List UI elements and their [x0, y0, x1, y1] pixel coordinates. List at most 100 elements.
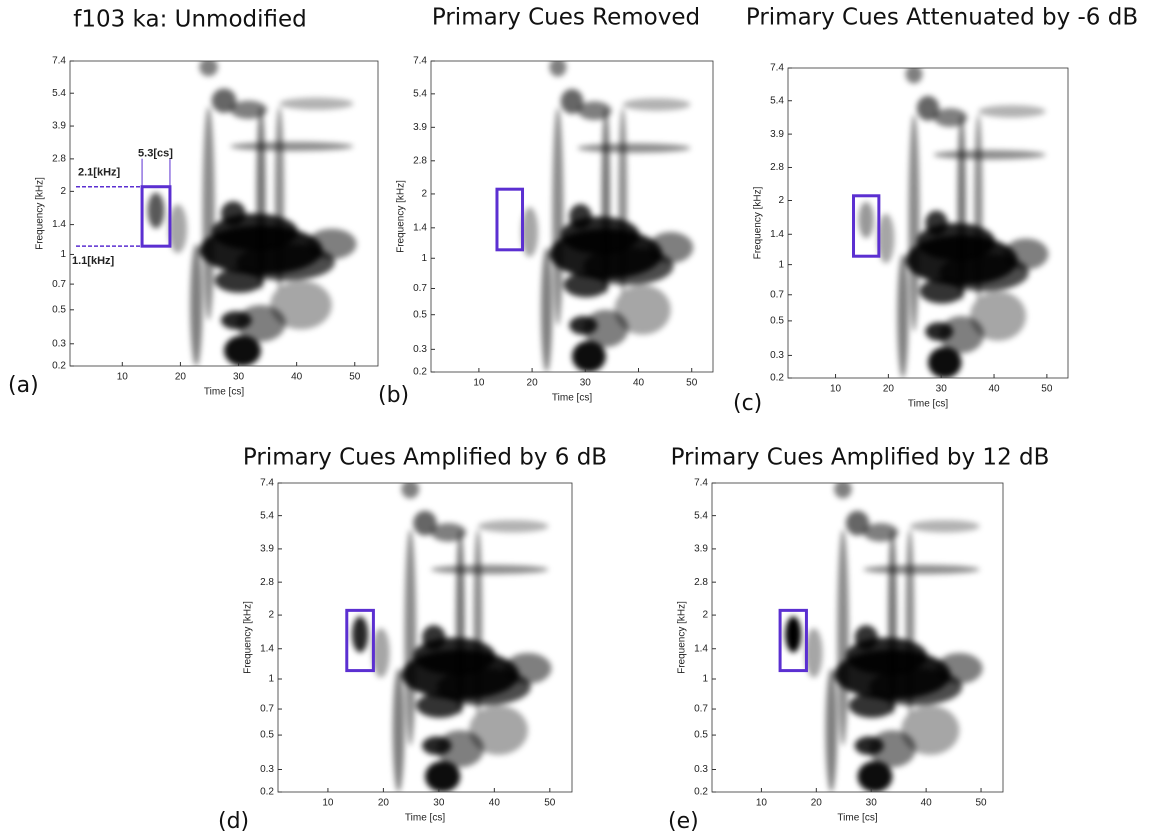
x-tick-label: 10: [473, 378, 485, 389]
panel-label: (a): [8, 373, 39, 398]
plot-frame: [711, 482, 1004, 793]
x-axis-label: Time [cs]: [204, 387, 244, 398]
energy-blob: [1003, 238, 1049, 270]
energy-blob: [455, 529, 465, 715]
y-tick-label: 7.4: [260, 478, 274, 489]
energy-blob: [837, 529, 849, 746]
y-tick-label: 7.4: [770, 63, 784, 74]
y-tick-label: 0.7: [694, 704, 708, 715]
y-tick-label: 1: [778, 259, 784, 270]
y-tick-label: 1.4: [413, 222, 427, 233]
y-tick-label: 0.7: [52, 279, 66, 290]
energy-blob: [577, 143, 691, 153]
energy-blob: [928, 347, 962, 378]
energy-blob: [521, 207, 539, 257]
y-tick-label: 0.2: [260, 787, 274, 798]
x-tick-label: 20: [175, 372, 187, 383]
y-tick-label: 0.5: [413, 309, 427, 320]
energy-blob: [614, 284, 671, 335]
x-tick-label: 20: [527, 378, 539, 389]
y-tick-label: 0.5: [770, 316, 784, 327]
energy-blob: [401, 483, 420, 499]
panel: 10 20 30 40 50 0.2 0.3 0.5 0.7 1 1.4 2 2.8 3.9 5.4 7.4 T…: [8, 7, 379, 398]
x-tick-label: 10: [322, 798, 334, 809]
panel: 10 20 30 40 50 0.2 0.3 0.5 0.7 1 1.4 2 2.8 3.9 5.4 7.4 T…: [668, 445, 1049, 835]
energy-blob: [857, 761, 893, 792]
x-tick-label: 10: [117, 372, 129, 383]
y-tick-label: 1: [60, 249, 66, 260]
primary-cue: [785, 616, 802, 653]
energy-blob: [869, 730, 916, 768]
energy-blob: [974, 114, 983, 301]
x-tick-label: 20: [883, 384, 895, 395]
x-tick-label: 20: [811, 798, 823, 809]
energy-blob: [473, 529, 483, 715]
y-axis-label: Frequency [kHz]: [243, 601, 254, 674]
y-tick-label: 7.4: [694, 478, 708, 489]
energy-blob: [933, 150, 1046, 160]
x-tick-label: 40: [291, 372, 303, 383]
panel-title: Primary Cues Removed: [432, 5, 700, 31]
spectrogram-texture: [147, 61, 357, 366]
y-tick-label: 2.8: [413, 155, 427, 166]
y-tick-label: 0.7: [770, 289, 784, 300]
spectrogram-texture: [858, 68, 1049, 378]
energy-blob: [202, 106, 215, 321]
y-tick-label: 2.8: [260, 577, 274, 588]
energy-blob: [583, 309, 629, 348]
y-tick-label: 0.3: [694, 764, 708, 775]
energy-blob: [863, 564, 980, 575]
y-axis-label: Frequency [kHz]: [677, 601, 688, 674]
y-tick-label: 7.4: [413, 56, 427, 67]
panel-title: Primary Cues Amplified by 6 dB: [243, 445, 607, 471]
energy-blob: [848, 693, 896, 718]
energy-blob: [552, 107, 564, 326]
x-tick-label: 30: [866, 798, 878, 809]
x-tick-label: 50: [544, 798, 556, 809]
energy-blob: [909, 520, 980, 533]
x-tick-label: 30: [433, 798, 445, 809]
y-axis-label: Frequency [kHz]: [753, 186, 764, 259]
y-tick-label: 0.3: [260, 764, 274, 775]
y-tick-label: 5.4: [413, 88, 427, 99]
x-tick-label: 40: [988, 384, 1000, 395]
x-axis-label: Time [cs]: [837, 813, 877, 824]
y-tick-label: 1.4: [770, 229, 784, 240]
energy-blob: [307, 228, 357, 260]
energy-blob: [220, 201, 246, 226]
energy-blob: [416, 693, 464, 718]
energy-blob: [404, 529, 417, 746]
energy-blob: [422, 625, 446, 650]
y-tick-label: 1.4: [694, 643, 708, 654]
panel: 10 20 30 40 50 0.2 0.3 0.5 0.7 1 1.4 2 2.8 3.9 5.4 7.4 T…: [378, 5, 714, 408]
energy-blob: [469, 705, 528, 755]
primary-cue: [147, 192, 165, 229]
y-tick-label: 1.4: [52, 219, 66, 230]
energy-blob: [190, 244, 203, 366]
annotation: 2.1[kHz]: [78, 167, 121, 179]
x-tick-label: 30: [580, 378, 592, 389]
cue-box: [140, 185, 172, 248]
x-axis-label: Time [cs]: [552, 393, 592, 404]
y-tick-label: 5.4: [770, 95, 784, 106]
y-tick-label: 3.9: [413, 122, 427, 133]
energy-blob: [230, 100, 268, 119]
panel-title: f103 ka: Unmodified: [73, 7, 307, 33]
y-tick-label: 2: [702, 610, 708, 621]
energy-blob: [211, 88, 237, 113]
annotation: 1.1[kHz]: [72, 255, 115, 267]
energy-blob: [168, 204, 188, 254]
energy-blob: [939, 316, 984, 354]
energy-blob: [618, 107, 627, 295]
x-tick-label: 50: [349, 372, 361, 383]
energy-blob: [978, 105, 1046, 118]
energy-blob: [925, 210, 948, 236]
spectrogram-texture: [521, 61, 694, 372]
y-tick-label: 3.9: [770, 129, 784, 140]
energy-blob: [477, 520, 549, 533]
energy-blob: [970, 291, 1026, 341]
primary-cue: [858, 201, 874, 239]
energy-blob: [648, 232, 694, 264]
energy-blob: [908, 114, 920, 332]
